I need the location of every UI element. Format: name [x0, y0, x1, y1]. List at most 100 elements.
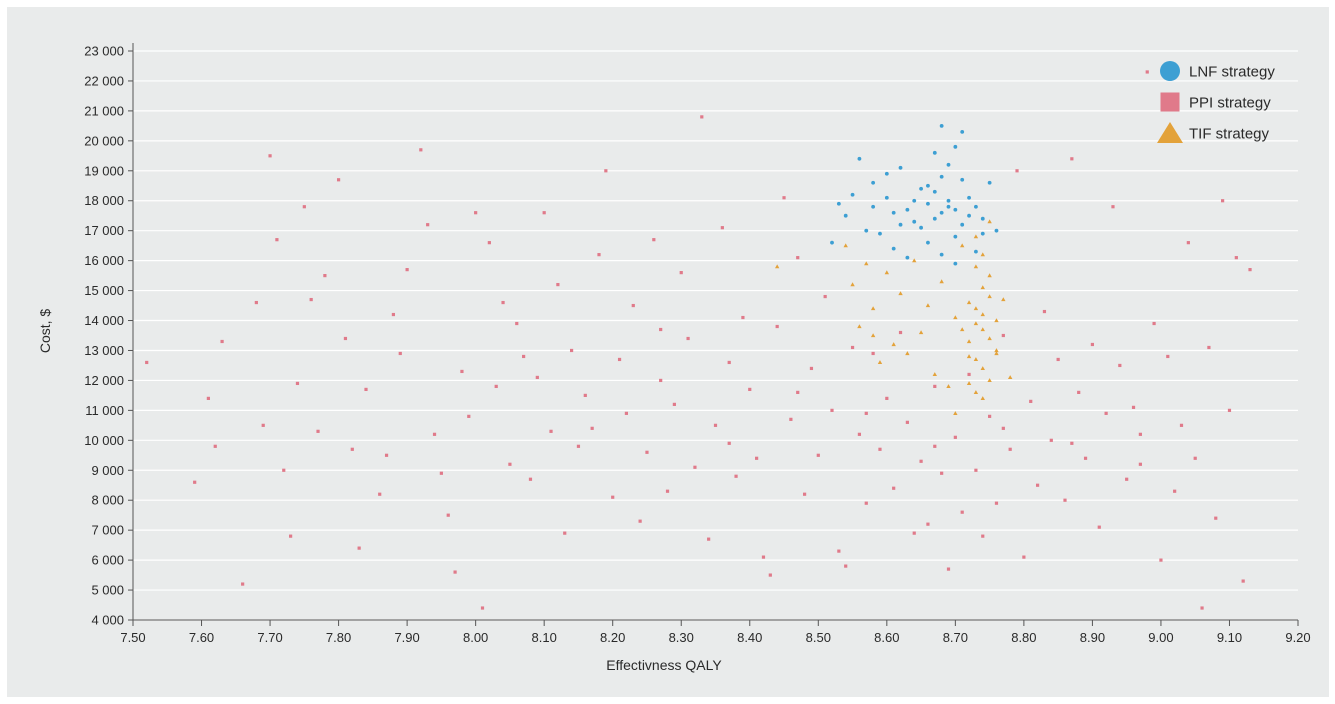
data-point: [939, 279, 944, 284]
data-point: [918, 330, 924, 335]
data-point: [926, 240, 930, 245]
y-tick-label: 13 000: [84, 343, 124, 358]
data-point: [871, 204, 876, 209]
x-tick-label: 8.60: [874, 630, 899, 645]
data-point: [604, 169, 608, 173]
data-point: [939, 174, 944, 179]
data-point: [378, 492, 382, 496]
data-point: [391, 312, 396, 317]
data-point: [782, 196, 786, 200]
data-point: [932, 189, 937, 194]
data-point: [932, 372, 937, 377]
data-point: [940, 471, 944, 475]
data-point: [905, 351, 910, 356]
data-point: [980, 252, 985, 257]
data-point: [994, 501, 999, 505]
y-tick-label: 14 000: [84, 313, 124, 328]
data-point: [1125, 477, 1129, 481]
data-point: [761, 555, 766, 559]
data-point: [1001, 297, 1006, 302]
data-point: [302, 205, 306, 209]
x-tick-label: 7.80: [326, 630, 351, 645]
data-point: [905, 420, 909, 424]
data-point: [487, 241, 491, 245]
data-point: [816, 453, 820, 457]
data-point: [789, 417, 793, 421]
data-point: [994, 348, 999, 353]
data-point: [891, 246, 896, 251]
data-point: [980, 327, 985, 332]
data-point: [1111, 205, 1115, 209]
data-point: [960, 243, 965, 248]
data-point: [775, 324, 779, 329]
data-point: [1008, 447, 1012, 451]
data-point: [569, 348, 574, 353]
data-point: [939, 210, 944, 215]
data-point: [1234, 256, 1238, 260]
data-point: [316, 429, 320, 433]
data-point: [884, 171, 889, 176]
data-point: [1248, 268, 1252, 272]
data-point: [624, 411, 629, 415]
y-tick-label: 12 000: [84, 373, 124, 388]
data-point: [960, 510, 964, 514]
data-point: [960, 327, 965, 332]
y-tick-label: 16 000: [84, 253, 124, 268]
data-point: [830, 240, 834, 245]
data-point: [343, 336, 348, 341]
data-point: [870, 306, 876, 311]
data-point: [980, 216, 985, 221]
data-point: [850, 192, 855, 197]
data-point: [939, 252, 944, 257]
data-point: [748, 387, 752, 392]
data-point: [912, 198, 917, 203]
data-point: [1200, 606, 1204, 610]
y-tick-label: 20 000: [84, 133, 124, 148]
data-point: [494, 384, 498, 389]
data-point: [926, 183, 930, 188]
data-point: [357, 546, 361, 550]
data-point: [939, 123, 944, 128]
data-point: [700, 115, 704, 119]
data-point: [474, 211, 478, 215]
data-point: [953, 435, 957, 439]
data-point: [926, 522, 930, 526]
y-tick-label: 18 000: [84, 193, 124, 208]
x-tick-label: 8.90: [1080, 630, 1105, 645]
data-point: [966, 339, 972, 344]
data-point: [522, 354, 526, 359]
x-tick-label: 7.90: [394, 630, 419, 645]
data-point: [946, 384, 951, 389]
data-point: [974, 249, 978, 254]
data-point: [665, 489, 670, 493]
data-point: [1131, 405, 1136, 409]
data-point: [966, 300, 972, 305]
data-point: [925, 303, 931, 308]
data-point: [1145, 70, 1149, 74]
data-point: [282, 468, 286, 472]
data-point: [254, 300, 258, 305]
data-point: [480, 606, 485, 610]
y-tick-label: 15 000: [84, 283, 124, 298]
x-tick-label: 7.60: [189, 630, 214, 645]
data-point: [1083, 456, 1088, 460]
data-point: [987, 294, 992, 299]
data-point: [1138, 432, 1142, 436]
data-point: [946, 198, 951, 203]
data-point: [755, 456, 759, 460]
data-point: [850, 345, 855, 350]
data-point: [892, 486, 896, 490]
data-point: [994, 351, 999, 356]
data-point: [870, 333, 876, 338]
data-point: [384, 453, 389, 457]
data-point: [535, 375, 539, 380]
data-point: [768, 573, 772, 577]
data-point: [953, 234, 958, 239]
data-point: [1063, 498, 1067, 502]
data-point: [611, 495, 615, 499]
data-point: [549, 429, 553, 433]
legend-label-lnf-strategy: LNF strategy: [1189, 64, 1275, 81]
data-point: [912, 219, 917, 224]
series-tif-strategy: [774, 219, 1013, 415]
data-point: [973, 321, 979, 326]
